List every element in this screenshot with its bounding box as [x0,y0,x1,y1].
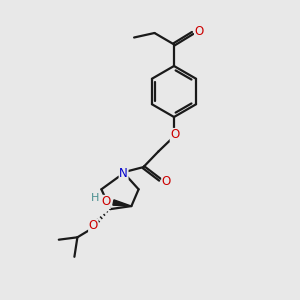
Text: O: O [170,128,179,142]
Text: O: O [89,219,98,232]
Polygon shape [113,200,131,206]
Text: O: O [195,25,204,38]
Text: H: H [91,193,100,203]
Text: O: O [162,175,171,188]
Text: N: N [119,167,128,180]
Text: O: O [101,195,110,208]
